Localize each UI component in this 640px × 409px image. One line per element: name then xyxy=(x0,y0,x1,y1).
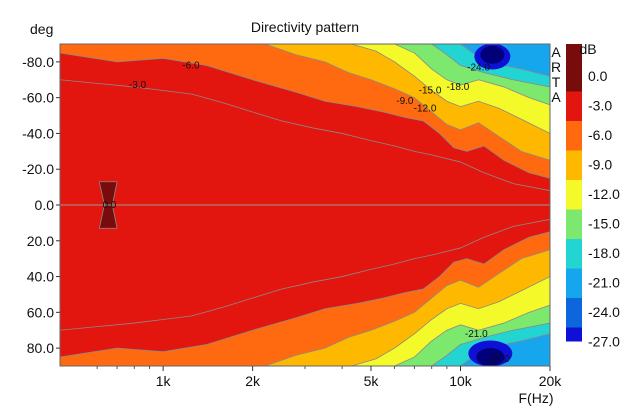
minimum-bottom-core xyxy=(476,348,505,366)
chart-title: Directivity pattern xyxy=(251,19,359,35)
x-tick-label: 5k xyxy=(364,373,380,389)
y-tick-label: -20.0 xyxy=(22,161,54,177)
y-tick-label: 0.0 xyxy=(35,197,55,213)
colorbar-unit: dB xyxy=(579,41,596,57)
contour-label: -12.0 xyxy=(414,103,437,114)
y-axis-label: deg xyxy=(30,21,53,37)
colorbar-label: 0.0 xyxy=(588,68,608,84)
watermark-letter: T xyxy=(552,74,561,90)
contour-label: -3.0 xyxy=(129,80,147,91)
colorbar-label: -27.0 xyxy=(588,334,620,350)
contour-label: -6.0 xyxy=(182,60,200,71)
contour-label: -24.0 xyxy=(467,62,490,73)
contour-label: -21.0 xyxy=(465,329,488,340)
contour-label: -18.0 xyxy=(446,82,469,93)
colorbar-label: -3.0 xyxy=(588,98,612,114)
minimum-top-core xyxy=(480,45,505,64)
colorbar-label: -18.0 xyxy=(588,245,620,261)
y-axis: -80.0 -60.0 -40.0 -20.0 0.0 20.0 40.0 60.0 80.0 xyxy=(22,54,60,356)
watermark-letter: A xyxy=(551,89,561,105)
colorbar-label: -15.0 xyxy=(588,216,620,232)
x-tick-label: 2k xyxy=(245,373,261,389)
colorbar-swatch xyxy=(566,180,582,210)
colorbar-swatch xyxy=(566,327,582,342)
y-tick-label: 40.0 xyxy=(27,269,54,285)
watermark-letter: R xyxy=(551,59,561,75)
contour-label: -27.0 xyxy=(487,354,510,365)
colorbar-label: -6.0 xyxy=(588,127,612,143)
colorbar-swatch xyxy=(566,150,582,180)
y-tick-label: -60.0 xyxy=(22,90,54,106)
contour-label: -15.0 xyxy=(419,86,442,97)
colorbar-swatch xyxy=(566,209,582,239)
contour-bands xyxy=(60,44,550,366)
colorbar-label: -12.0 xyxy=(588,186,620,202)
colorbar-swatch xyxy=(566,91,582,121)
y-tick-label: 20.0 xyxy=(27,233,54,249)
x-axis-label: F(Hz) xyxy=(519,390,554,406)
colorbar-swatch xyxy=(566,268,582,298)
colorbar-swatch xyxy=(566,239,582,269)
x-tick-label: 1k xyxy=(156,373,172,389)
y-tick-label: -80.0 xyxy=(22,54,54,70)
y-tick-label: 60.0 xyxy=(27,304,54,320)
x-axis: 1k 2k 5k 10k 20k xyxy=(96,366,563,389)
x-tick-label: 10k xyxy=(449,373,473,389)
y-tick-label: 80.0 xyxy=(27,340,54,356)
colorbar-label: -21.0 xyxy=(588,275,620,291)
colorbar-label: -24.0 xyxy=(588,304,620,320)
contour-labels: 0.0 -3.0 -6.0 -9.0-12.0 -15.0 -18.0 -24.0 -21.0… xyxy=(103,60,511,364)
colorbar-swatch xyxy=(566,298,582,328)
colorbar: 0.0 -3.0 -6.0 -9.0 -12.0 -15.0 -18.0 -21.0 -24.0… xyxy=(566,44,620,350)
contour-label: 0.0 xyxy=(103,200,117,211)
colorbar-swatch xyxy=(566,44,582,92)
colorbar-swatch xyxy=(566,121,582,151)
y-tick-label: -40.0 xyxy=(22,125,54,141)
watermark-letter: A xyxy=(551,44,561,60)
x-tick-label: 20k xyxy=(539,373,563,389)
contour-label: -9.0 xyxy=(396,96,414,107)
colorbar-label: -9.0 xyxy=(588,157,612,173)
